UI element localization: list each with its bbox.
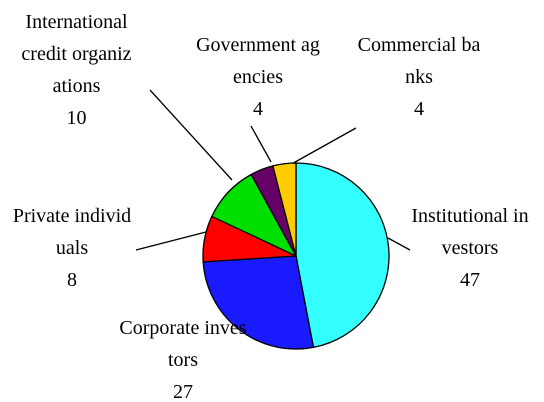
slice-label: International credit organizations 10 <box>20 6 133 134</box>
category-label: Institutional investors <box>411 205 529 259</box>
slice-label: Commercial banks 4 <box>355 29 483 125</box>
category-label: Government agencies <box>196 34 320 88</box>
category-label: Private individuals <box>12 205 132 259</box>
leader-line <box>250 125 272 163</box>
pie-slice <box>295 162 390 349</box>
slice-label: Institutional investors 47 <box>410 200 530 296</box>
category-label: Commercial banks <box>357 34 481 88</box>
value-label: 10 <box>66 107 87 129</box>
category-label: International credit organizations <box>21 11 132 97</box>
value-label: 27 <box>173 381 193 402</box>
leader-line <box>149 89 233 181</box>
leader-line <box>387 237 411 251</box>
category-label: Corporate investors <box>119 317 247 371</box>
value-label: 47 <box>460 269 480 291</box>
slice-label: Private individuals 8 <box>8 200 136 296</box>
slice-label: Government agencies 4 <box>192 29 324 125</box>
value-label: 8 <box>67 269 77 291</box>
value-label: 4 <box>253 98 263 120</box>
pie-slice <box>272 162 297 257</box>
leader-line <box>287 127 357 167</box>
pie-slice <box>202 255 315 350</box>
slice-label: Corporate investors 27 <box>118 312 248 402</box>
leader-line <box>135 231 207 251</box>
value-label: 4 <box>414 98 424 120</box>
